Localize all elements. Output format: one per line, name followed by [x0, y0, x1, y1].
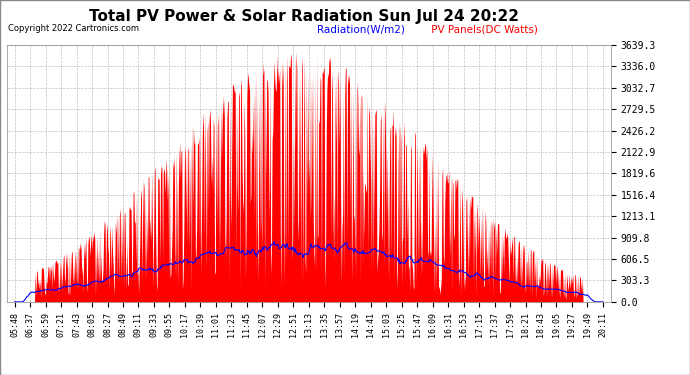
Text: Radiation(W/m2): Radiation(W/m2) [317, 24, 405, 34]
Text: Total PV Power & Solar Radiation Sun Jul 24 20:22: Total PV Power & Solar Radiation Sun Jul… [88, 9, 519, 24]
Text: PV Panels(DC Watts): PV Panels(DC Watts) [428, 24, 538, 34]
Text: Copyright 2022 Cartronics.com: Copyright 2022 Cartronics.com [8, 24, 139, 33]
